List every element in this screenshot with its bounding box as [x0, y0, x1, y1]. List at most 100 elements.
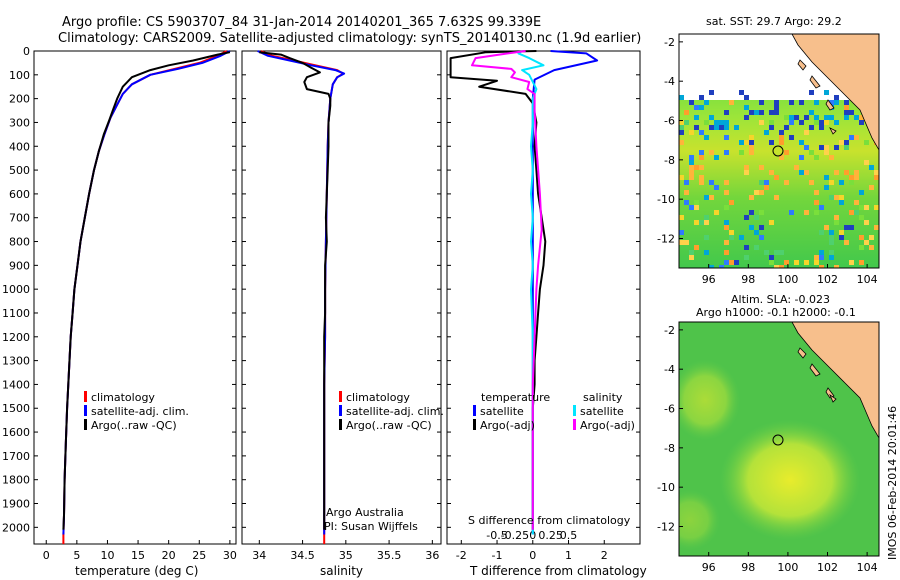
- map-lat-tick-label: -4: [664, 75, 675, 88]
- sst-pixel: [724, 150, 729, 155]
- s-diff-tick-label: 0.5: [560, 529, 578, 542]
- sst-pixel: [679, 130, 684, 135]
- sst-pixel: [849, 210, 854, 215]
- depth-tick-label: 1700: [2, 450, 30, 463]
- depth-tick-label: 0: [23, 45, 30, 58]
- sst-pixel: [829, 115, 834, 120]
- sst-pixel: [859, 235, 864, 240]
- difference-plot-frame: [446, 50, 641, 545]
- sst-pixel: [859, 190, 864, 195]
- depth-tick-label: 1500: [2, 402, 30, 415]
- legend-argo-swatch: [84, 419, 87, 430]
- temperature-legend: climatology satellite-adj. clim. Argo(..…: [84, 391, 189, 432]
- island-mentawai-3: [825, 99, 835, 111]
- island-mentawai-2: [809, 75, 821, 89]
- map-lat-tick-label: -6: [664, 115, 675, 128]
- temperature-plot: 0 5 10 15 20 25 30: [43, 50, 237, 562]
- sst-pixel: [809, 125, 814, 130]
- sst-pixel: [729, 200, 734, 205]
- sla-map-title-1: Altim. SLA: -0.023: [731, 293, 830, 306]
- sst-pixel: [679, 175, 684, 180]
- x-tick-label: 35.5: [377, 549, 402, 562]
- sst-pixel: [854, 210, 859, 215]
- sst-pixel: [804, 170, 809, 175]
- sst-pixel: [689, 130, 694, 135]
- sst-pixel: [754, 215, 759, 220]
- sst-pixel: [759, 110, 764, 115]
- sst-pixel: [759, 120, 764, 125]
- sst-pixel: [724, 220, 729, 225]
- map-lat-tick-label: -12: [657, 521, 675, 534]
- sst-pixel: [699, 175, 704, 180]
- sst-pixel: [724, 110, 729, 115]
- sst-map: [679, 34, 879, 268]
- sst-pixel: [789, 100, 794, 105]
- map-lon-tick-label: 96: [702, 561, 716, 574]
- sst-pixel: [834, 195, 839, 200]
- sst-pixel: [834, 100, 839, 105]
- sst-pixel: [704, 135, 709, 140]
- sst-pixel: [844, 105, 849, 110]
- sst-pixel: [829, 230, 834, 235]
- legend-climatology-label: climatology: [346, 391, 410, 404]
- sst-pixel: [779, 250, 784, 255]
- depth-tick-label: 1800: [2, 474, 30, 487]
- map-lat-tick-label: -8: [664, 154, 675, 167]
- sst-pixel: [864, 220, 869, 225]
- sst-pixel: [859, 120, 864, 125]
- x-tick-label: 35: [339, 549, 353, 562]
- sst-pixel: [849, 180, 854, 185]
- sst-pixel: [814, 255, 819, 260]
- x-tick-label: 20: [162, 549, 176, 562]
- sst-pixel: [709, 125, 714, 130]
- sst-pixel: [844, 240, 849, 245]
- sst-pixel: [819, 120, 824, 125]
- sst-pixel: [699, 105, 704, 110]
- sst-pixel: [869, 165, 874, 170]
- sst-pixel: [749, 195, 754, 200]
- argo-float-marker: [772, 434, 784, 446]
- sst-pixel: [799, 170, 804, 175]
- legend-argo-label: Argo(..raw -QC): [91, 419, 177, 432]
- series-line-salinity-satellite: [517, 50, 545, 535]
- sst-pixel: [859, 215, 864, 220]
- sst-pixel: [829, 180, 834, 185]
- map-lon-tick-label: 102: [817, 561, 838, 574]
- temperature-plot-frame: [33, 50, 237, 545]
- sst-pixel: [744, 165, 749, 170]
- salinity-plot-frame: [241, 50, 442, 545]
- x-tick-label: 34.5: [290, 549, 315, 562]
- sla-map-axes: -2 -4 -6 -8 -10 -12 96 98 100 102 104: [657, 324, 878, 574]
- sst-pixel: [869, 235, 874, 240]
- sst-pixel: [814, 200, 819, 205]
- float-owner-line2: PI: Susan Wijffels: [324, 520, 418, 533]
- sst-pixel: [689, 155, 694, 160]
- series-line-argo-raw-qc-: [62, 51, 231, 530]
- s-diff-tick-label: -0.25: [501, 529, 529, 542]
- depth-tick-label: 1200: [2, 331, 30, 344]
- sst-pixel: [834, 95, 839, 100]
- sst-pixel: [754, 230, 759, 235]
- sst-pixel: [839, 200, 844, 205]
- sst-pixel: [774, 105, 779, 110]
- sst-pixel: [764, 180, 769, 185]
- sst-pixel: [689, 165, 694, 170]
- s-diff-tick-label: 0: [529, 529, 536, 542]
- sst-pixel: [719, 265, 724, 268]
- sst-pixel: [689, 250, 694, 255]
- sst-pixel: [814, 120, 819, 125]
- salinity-xlabel: salinity: [320, 564, 363, 578]
- legend-satellite-label: satellite-adj. clim.: [91, 405, 189, 418]
- sst-pixel: [759, 225, 764, 230]
- legend-t-satellite-swatch: [473, 405, 476, 416]
- sst-pixel: [779, 140, 784, 145]
- sst-pixel: [784, 150, 789, 155]
- sst-pixel: [844, 145, 849, 150]
- sst-pixel: [779, 265, 784, 268]
- sst-pixel: [769, 125, 774, 130]
- sla-map-title-2: Argo h1000: -0.1 h2000: -0.1: [696, 306, 856, 319]
- sst-pixel: [829, 240, 834, 245]
- legend-s-satellite-label: satellite: [580, 405, 624, 418]
- map-lon-tick-label: 104: [857, 561, 878, 574]
